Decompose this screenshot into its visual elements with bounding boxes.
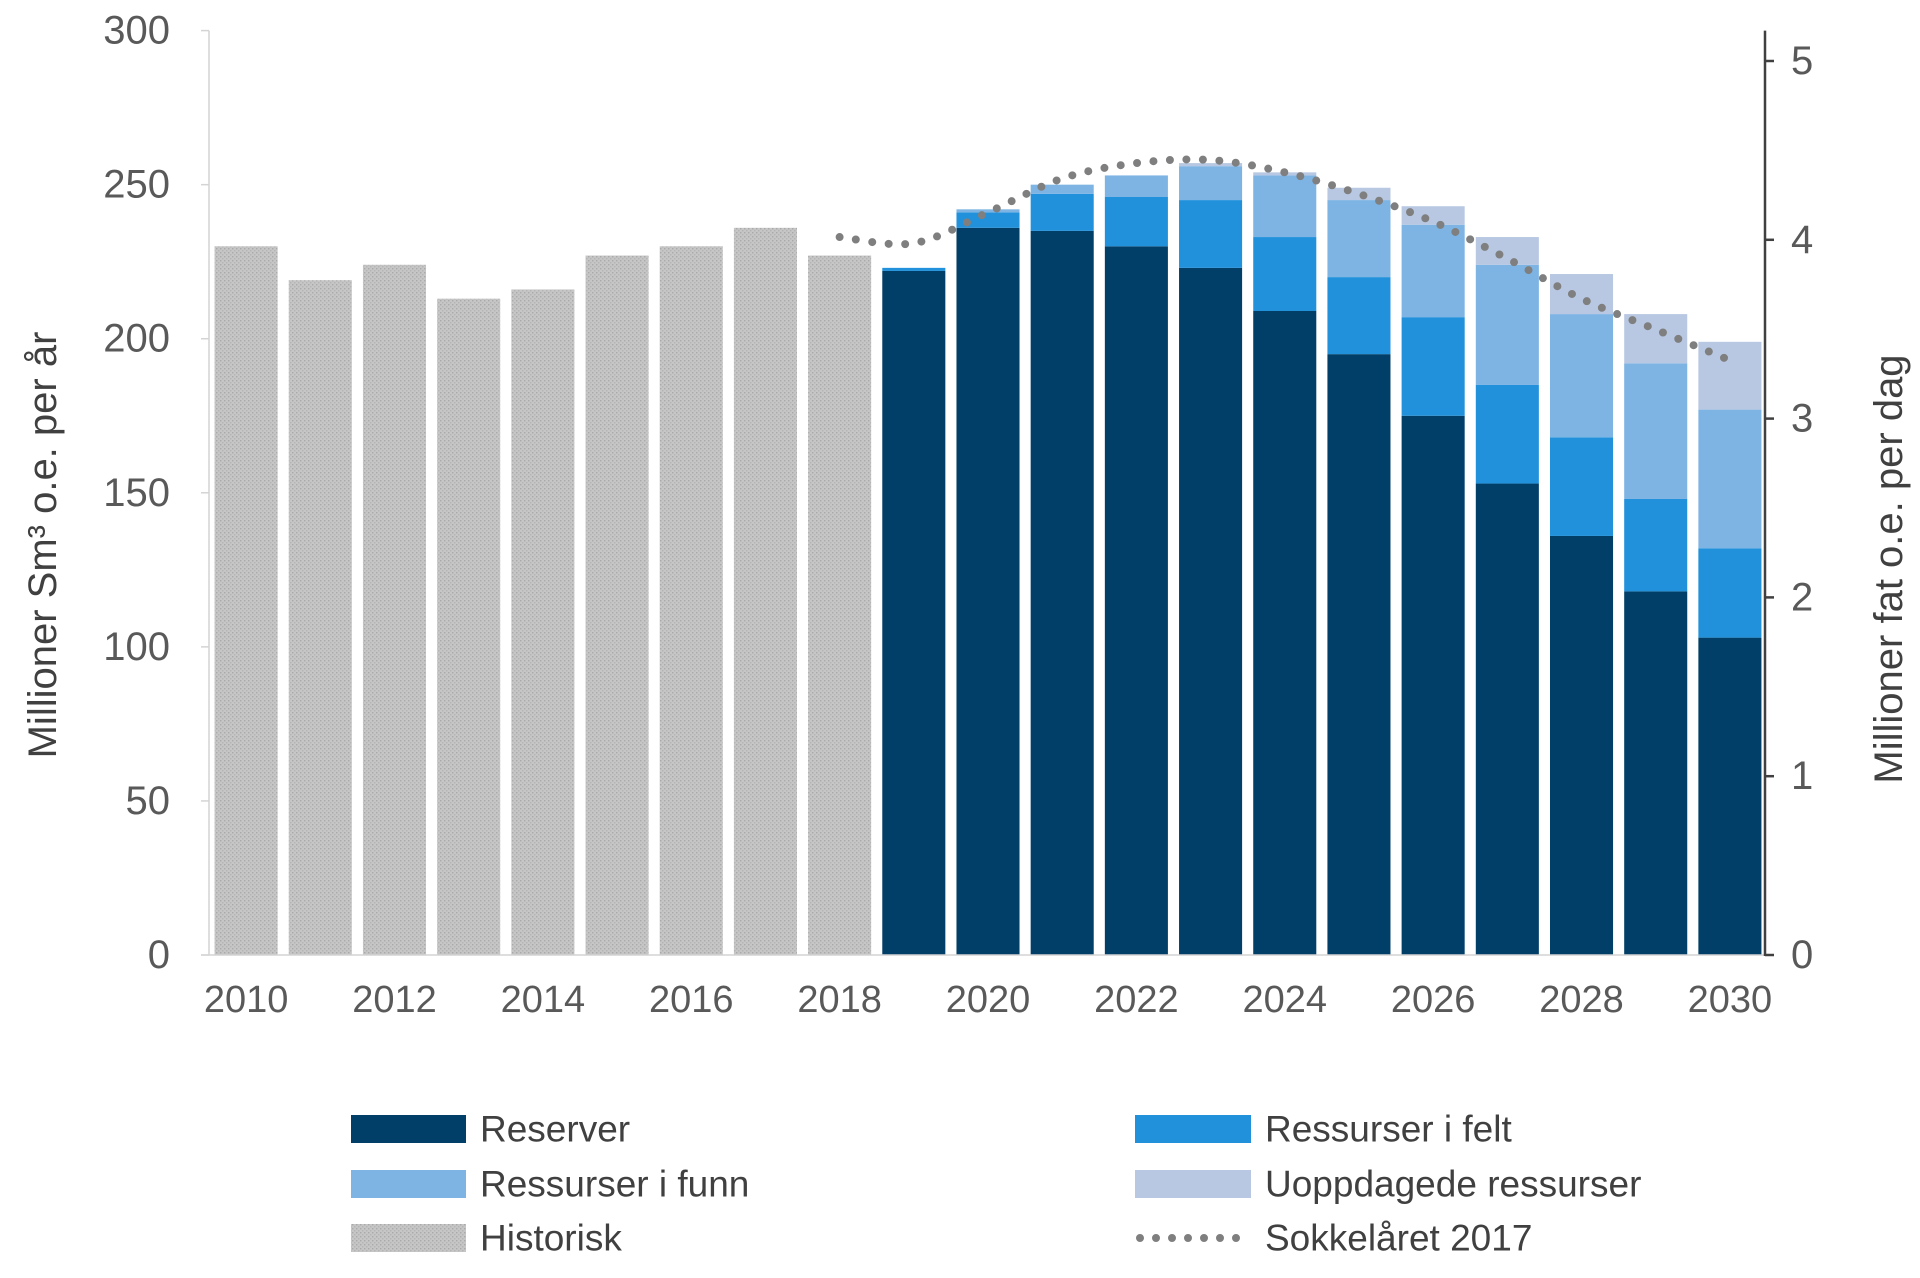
bar-historisk-2016 bbox=[659, 246, 723, 955]
bar-ressurser-i-felt-2021 bbox=[1030, 193, 1094, 231]
bar-ressurser-i-funn-2020 bbox=[956, 209, 1020, 213]
x-tick-label: 2022 bbox=[1094, 979, 1179, 1021]
legend-swatch-ressurser-i-funn bbox=[351, 1170, 466, 1198]
bar-ressurser-i-felt-2023 bbox=[1179, 200, 1243, 268]
bar-ressurser-i-felt-2024 bbox=[1253, 237, 1317, 312]
bar-reserver-2027 bbox=[1475, 483, 1539, 955]
legend-swatch-ressurser-i-felt bbox=[1135, 1115, 1251, 1143]
legend-label-reserver: Reserver bbox=[480, 1109, 630, 1150]
bar-historisk-2018 bbox=[808, 255, 872, 955]
bars-group bbox=[214, 163, 1762, 956]
y2-tick-label: 4 bbox=[1791, 218, 1813, 262]
bar-historisk-2010 bbox=[214, 246, 278, 955]
y-tick-label: 50 bbox=[126, 779, 171, 823]
x-tick-label: 2030 bbox=[1688, 979, 1773, 1021]
bar-reserver-2030 bbox=[1698, 637, 1762, 955]
bar-ressurser-i-felt-2020 bbox=[956, 212, 1020, 228]
legend-item-ressurser-i-funn: Ressurser i funn bbox=[351, 1164, 749, 1205]
bar-ressurser-i-felt-2019 bbox=[882, 267, 946, 271]
bar-historisk-2013 bbox=[437, 298, 501, 955]
legend-label-ressurser-i-funn: Ressurser i funn bbox=[480, 1164, 749, 1205]
bar-historisk-2014 bbox=[511, 289, 575, 955]
y2-tick-label: 5 bbox=[1791, 39, 1813, 83]
legend-label-sokkelaret-2017: Sokkelåret 2017 bbox=[1265, 1218, 1532, 1259]
bar-ressurser-i-funn-2024 bbox=[1253, 175, 1317, 238]
x-tick-label: 2012 bbox=[352, 979, 437, 1021]
bar-ressurser-i-funn-2028 bbox=[1549, 314, 1614, 438]
bar-uoppdagede-ressurser-2026 bbox=[1401, 206, 1465, 225]
bar-reserver-2023 bbox=[1179, 267, 1243, 955]
bar-reserver-2029 bbox=[1624, 591, 1688, 955]
x-tick-label: 2018 bbox=[797, 979, 882, 1021]
bar-reserver-2025 bbox=[1327, 354, 1391, 955]
bar-reserver-2020 bbox=[956, 227, 1020, 956]
bar-ressurser-i-funn-2023 bbox=[1179, 166, 1243, 201]
bar-reserver-2024 bbox=[1253, 311, 1317, 955]
x-tick-label: 2024 bbox=[1242, 979, 1327, 1021]
legend-item-reserver: Reserver bbox=[351, 1109, 630, 1150]
y2-tick-label: 2 bbox=[1791, 575, 1813, 619]
x-tick-label: 2010 bbox=[204, 979, 289, 1021]
y-tick-label: 300 bbox=[103, 9, 170, 53]
bar-historisk-2015 bbox=[585, 255, 649, 955]
y-tick-label: 150 bbox=[103, 471, 170, 515]
bar-reserver-2028 bbox=[1549, 535, 1614, 955]
line-layer bbox=[835, 155, 1734, 365]
y-tick-label: 200 bbox=[103, 317, 170, 361]
bar-reserver-2026 bbox=[1401, 415, 1465, 955]
bar-ressurser-i-funn-2030 bbox=[1698, 409, 1762, 549]
x-tick-label: 2020 bbox=[946, 979, 1031, 1021]
bar-reserver-2022 bbox=[1104, 246, 1168, 955]
bar-historisk-2012 bbox=[362, 264, 427, 955]
bar-ressurser-i-funn-2029 bbox=[1624, 363, 1688, 499]
legend-label-ressurser-i-felt: Ressurser i felt bbox=[1265, 1109, 1512, 1150]
y-tick-label: 100 bbox=[103, 625, 170, 669]
bar-ressurser-i-funn-2021 bbox=[1030, 184, 1094, 194]
x-tick-label: 2016 bbox=[649, 979, 734, 1021]
y-tick-label: 0 bbox=[148, 933, 170, 977]
bar-ressurser-i-funn-2025 bbox=[1327, 200, 1391, 278]
bar-uoppdagede-ressurser-2025 bbox=[1327, 187, 1391, 201]
bar-reserver-2021 bbox=[1030, 230, 1094, 956]
legend-item-uoppdagede-ressurser: Uoppdagede ressurser bbox=[1135, 1164, 1641, 1205]
bar-historisk-2011 bbox=[288, 280, 352, 955]
legend-item-ressurser-i-felt: Ressurser i felt bbox=[1135, 1109, 1512, 1150]
legend-swatch-historisk bbox=[351, 1224, 466, 1252]
bar-ressurser-i-felt-2025 bbox=[1327, 277, 1391, 355]
bar-ressurser-i-felt-2026 bbox=[1401, 317, 1465, 416]
bar-ressurser-i-felt-2030 bbox=[1698, 548, 1762, 638]
bar-uoppdagede-ressurser-2023 bbox=[1179, 163, 1243, 167]
y-tick-label: 250 bbox=[103, 163, 170, 207]
bar-ressurser-i-felt-2029 bbox=[1624, 498, 1688, 592]
y2-tick-label: 3 bbox=[1791, 397, 1813, 441]
bar-ressurser-i-funn-2022 bbox=[1104, 175, 1168, 197]
legend-item-historisk: Historisk bbox=[351, 1218, 622, 1259]
ticks-group: 0 50 100 150 200 250 300 0 1 2 3 4 5 2010 2012 2014 2016… bbox=[103, 9, 1813, 1021]
legend-item-sokkelaret-2017: Sokkelåret 2017 bbox=[1136, 1218, 1532, 1259]
legend-swatch-reserver bbox=[351, 1115, 466, 1143]
bar-ressurser-i-funn-2026 bbox=[1401, 224, 1465, 318]
x-tick-label: 2014 bbox=[501, 979, 586, 1021]
y2-tick-label: 1 bbox=[1791, 754, 1813, 798]
legend-label-uoppdagede-ressurser: Uoppdagede ressurser bbox=[1265, 1164, 1641, 1205]
x-tick-label: 2026 bbox=[1391, 979, 1476, 1021]
bar-ressurser-i-funn-2027 bbox=[1475, 264, 1539, 385]
legend: Reserver Ressurser i felt Ressurser i fu… bbox=[351, 1109, 1641, 1259]
bar-reserver-2019 bbox=[882, 270, 946, 956]
bar-ressurser-i-felt-2022 bbox=[1104, 196, 1168, 247]
y2-tick-label: 0 bbox=[1791, 933, 1813, 977]
y2-axis-title: Millioner fat o.e. per dag bbox=[1867, 354, 1911, 783]
bar-historisk-2017 bbox=[733, 227, 797, 956]
series-line-sokkelaret-2017 bbox=[835, 155, 1734, 365]
x-tick-label: 2028 bbox=[1539, 979, 1624, 1021]
legend-label-historisk: Historisk bbox=[480, 1218, 622, 1259]
y-axis-title: Millioner Sm³ o.e. per år bbox=[21, 332, 65, 759]
bar-uoppdagede-ressurser-2027 bbox=[1475, 237, 1539, 265]
bar-ressurser-i-felt-2027 bbox=[1475, 384, 1539, 484]
bar-ressurser-i-felt-2028 bbox=[1549, 437, 1614, 536]
legend-swatch-uoppdagede-ressurser bbox=[1135, 1170, 1251, 1198]
